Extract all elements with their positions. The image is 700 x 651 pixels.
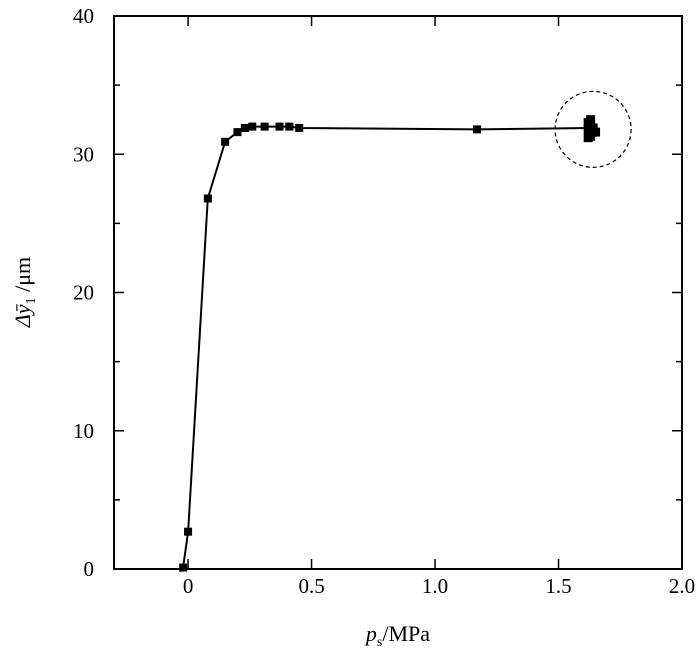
x-tick-label: 1.0: [422, 574, 448, 598]
axis-ticks: [114, 15, 683, 570]
series-layer: [179, 115, 601, 572]
data-point-marker: [248, 122, 257, 131]
y-tick-label: 10: [73, 419, 94, 443]
y-tick-label: 0: [84, 557, 95, 581]
x-tick-label: 0: [183, 574, 194, 598]
data-point-marker: [233, 128, 242, 137]
x-tick-label: 0.5: [298, 574, 324, 598]
series-line: [182, 125, 591, 568]
x-tick-label: 2.0: [669, 574, 695, 598]
data-point-marker: [179, 563, 188, 572]
y-tick-label: 30: [73, 142, 94, 166]
y-axis-label: Δȳ1 /μm: [10, 257, 39, 328]
x-axis-label: ps/MPa: [364, 621, 430, 650]
x-axis-label-unit: /MPa: [382, 621, 430, 646]
data-point-marker: [275, 122, 284, 131]
axis-tick-labels: 0 0.5 1.0 1.5 2.0 0 10 20 30 40: [73, 4, 695, 598]
cluster-point-marker: [586, 131, 596, 141]
data-point-marker: [203, 194, 212, 203]
y-tick-label: 40: [73, 4, 94, 28]
dashed-circle-annotation: [554, 90, 632, 168]
plot-frame: [113, 15, 683, 570]
data-point-marker: [221, 137, 230, 146]
annotation-layer: [554, 90, 632, 168]
data-point-marker: [260, 122, 269, 131]
data-point-marker: [295, 123, 304, 132]
data-point-marker: [184, 527, 193, 536]
x-axis-label-sub: s: [377, 635, 382, 650]
y-axis-label-unit: /μm: [10, 257, 35, 298]
plot-area-border: [113, 15, 683, 570]
data-point-marker: [240, 123, 249, 132]
y-tick-label: 20: [73, 281, 94, 305]
cluster-point-marker: [591, 127, 601, 137]
y-axis-label-sub: 1: [24, 297, 39, 304]
data-point-marker: [473, 125, 482, 134]
data-point-marker: [285, 122, 294, 131]
x-axis-label-main: p: [364, 621, 377, 646]
cluster-point-marker: [583, 124, 593, 134]
y-axis-label-main: Δȳ: [10, 303, 35, 328]
cluster-point-marker: [586, 115, 596, 125]
x-tick-label: 1.5: [545, 574, 571, 598]
